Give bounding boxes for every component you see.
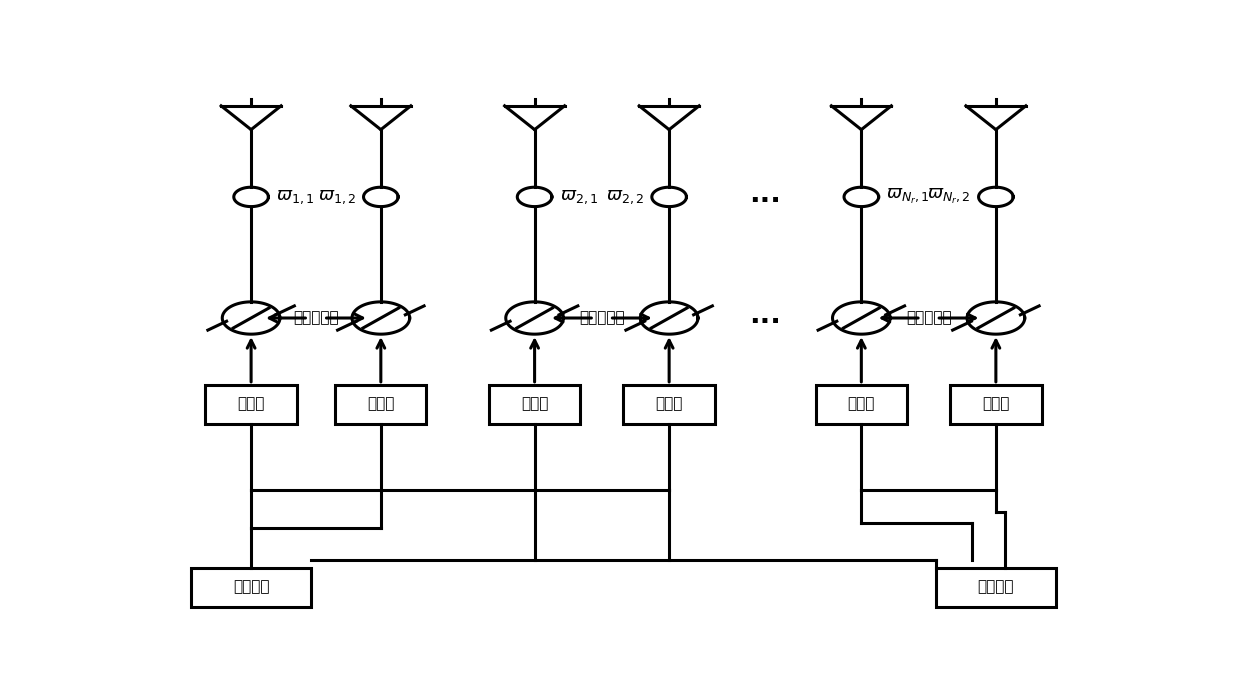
Text: 调相器: 调相器 <box>656 396 683 412</box>
Text: 调相器: 调相器 <box>521 396 548 412</box>
Bar <box>489 384 580 424</box>
Bar <box>624 384 714 424</box>
Text: 饱和放大器: 饱和放大器 <box>293 310 339 326</box>
Text: 调相器: 调相器 <box>848 396 875 412</box>
Bar <box>950 384 1042 424</box>
Bar <box>936 568 1056 607</box>
Bar <box>206 384 296 424</box>
Text: $\varpi_{N_r,1}$: $\varpi_{N_r,1}$ <box>887 187 930 206</box>
Text: ...: ... <box>749 301 781 329</box>
Bar <box>335 384 427 424</box>
Text: 饱和放大器: 饱和放大器 <box>579 310 625 326</box>
Text: 探测信号: 探测信号 <box>977 579 1014 595</box>
Bar <box>191 568 311 607</box>
Text: 调相器: 调相器 <box>982 396 1009 412</box>
Text: 调相器: 调相器 <box>367 396 394 412</box>
Text: $\varpi_{1,2}$: $\varpi_{1,2}$ <box>317 188 356 206</box>
Text: $\varpi_{2,1}$: $\varpi_{2,1}$ <box>559 188 598 206</box>
Text: ...: ... <box>749 180 781 208</box>
Text: 干扰信号: 干扰信号 <box>233 579 269 595</box>
Text: $\varpi_{N_r,2}$: $\varpi_{N_r,2}$ <box>928 187 971 206</box>
Text: $\varpi_{2,2}$: $\varpi_{2,2}$ <box>606 188 644 206</box>
Text: 饱和放大器: 饱和放大器 <box>905 310 951 326</box>
Text: $\varpi_{1,1}$: $\varpi_{1,1}$ <box>277 188 315 206</box>
Text: 调相器: 调相器 <box>237 396 265 412</box>
Bar <box>816 384 906 424</box>
